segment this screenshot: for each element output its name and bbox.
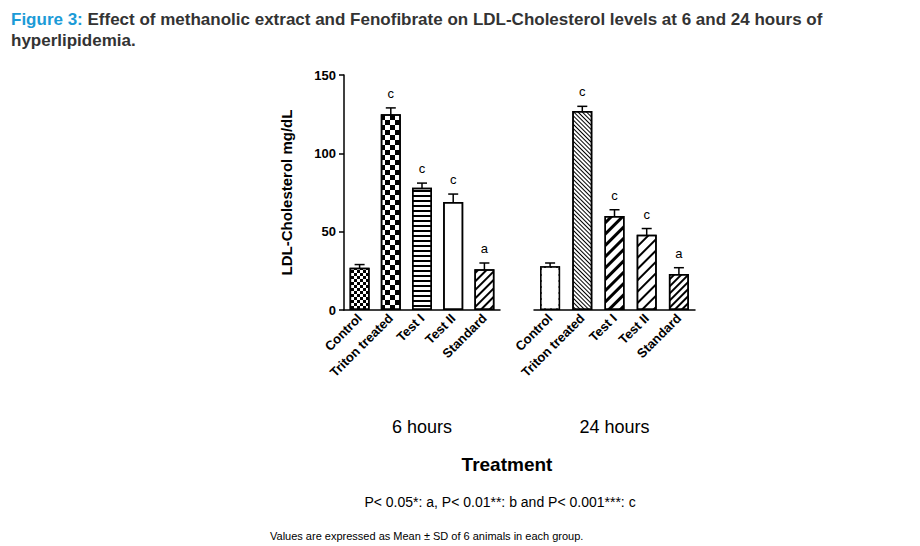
svg-text:Treatment: Treatment	[462, 454, 553, 475]
svg-text:50: 50	[322, 224, 336, 239]
svg-text:6 hours: 6 hours	[392, 417, 452, 437]
svg-text:Triton treated: Triton treated	[327, 311, 396, 380]
svg-text:c: c	[611, 188, 618, 203]
svg-text:Test I: Test I	[393, 311, 427, 345]
svg-text:Test I: Test I	[586, 311, 620, 345]
svg-text:100: 100	[314, 146, 336, 161]
svg-text:c: c	[450, 172, 457, 187]
svg-text:Figure 3:: Figure 3:	[11, 10, 83, 29]
svg-text:c: c	[643, 207, 650, 222]
svg-text:Triton treated: Triton treated	[518, 311, 587, 380]
svg-text:Standard: Standard	[439, 311, 489, 361]
svg-text:0: 0	[329, 303, 336, 318]
svg-text:Control: Control	[512, 310, 556, 354]
svg-text:c: c	[419, 161, 426, 176]
svg-text:hyperlipidemia.: hyperlipidemia.	[11, 31, 136, 50]
svg-text:Control: Control	[321, 310, 365, 354]
svg-text:Values are expressed as Mean ±: Values are expressed as Mean ± SD of 6 a…	[270, 530, 583, 542]
svg-text:150: 150	[314, 68, 336, 83]
svg-text:Standard: Standard	[634, 311, 684, 361]
svg-text:a: a	[675, 246, 683, 261]
svg-text:P< 0.05*: a, P< 0.01**: b and: P< 0.05*: a, P< 0.01**: b and P< 0.001**…	[364, 494, 635, 510]
svg-text:24 hours: 24 hours	[579, 417, 649, 437]
svg-text:c: c	[579, 84, 586, 99]
svg-text:Test II: Test II	[615, 310, 652, 348]
svg-text:c: c	[388, 86, 395, 101]
svg-text:Effect of methanolic extract a: Effect of methanolic extract and Fenofib…	[83, 10, 827, 29]
svg-text:LDL-Cholesterol mg/dL: LDL-Cholesterol mg/dL	[278, 110, 295, 276]
svg-text:Test II: Test II	[422, 310, 459, 348]
svg-text:a: a	[481, 241, 489, 256]
